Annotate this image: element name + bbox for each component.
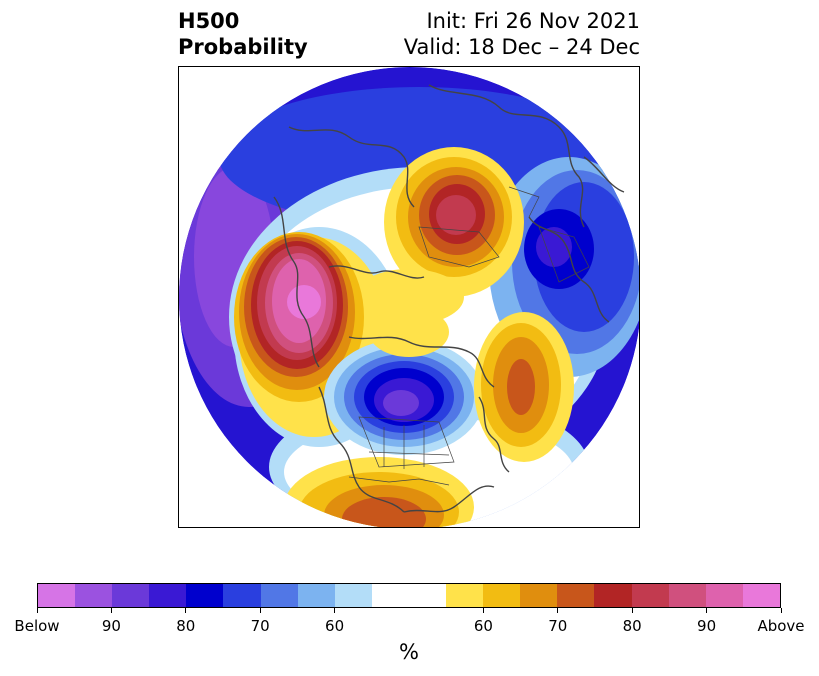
colorbar-tick-label: Below bbox=[14, 617, 60, 635]
colorbar-tick-label: 70 bbox=[250, 617, 270, 635]
chart-title: H500 Probability bbox=[178, 8, 308, 60]
colorbar-cell bbox=[483, 584, 521, 607]
colorbar-cell bbox=[446, 584, 484, 607]
colorbar-tick-label: 90 bbox=[101, 617, 121, 635]
colorbar-cell bbox=[408, 584, 447, 607]
colorbar-tick bbox=[482, 608, 484, 613]
colorbar-tick-label: 80 bbox=[622, 617, 642, 635]
colorbar-tick bbox=[334, 608, 336, 613]
colorbar-cell bbox=[223, 584, 261, 607]
colorbar-cell bbox=[742, 584, 780, 607]
colorbar-tick bbox=[631, 608, 633, 613]
colorbar-tick bbox=[36, 608, 38, 613]
valid-range: Valid: 18 Dec – 24 Dec bbox=[403, 35, 640, 59]
colorbar-cell bbox=[371, 584, 409, 607]
colorbar-tick bbox=[110, 608, 112, 613]
title-product: Probability bbox=[178, 35, 308, 59]
colorbar-tick bbox=[185, 608, 187, 613]
colorbar-tick bbox=[259, 608, 261, 613]
colorbar-tick bbox=[557, 608, 559, 613]
colorbar-tick bbox=[706, 608, 708, 613]
colorbar-cell bbox=[38, 584, 76, 607]
colorbar-cell bbox=[112, 584, 150, 607]
title-variable: H500 bbox=[178, 9, 240, 33]
borders bbox=[348, 186, 590, 486]
colorbar-cell bbox=[186, 584, 224, 607]
init-date: Init: Fri 26 Nov 2021 bbox=[426, 9, 640, 33]
colorbar-tick-label: 90 bbox=[697, 617, 717, 635]
colorbar-tick-label: Above bbox=[757, 617, 805, 635]
colorbar-tick-label: 60 bbox=[325, 617, 345, 635]
colorbar-tick-label: 80 bbox=[176, 617, 196, 635]
colorbar-cell bbox=[297, 584, 335, 607]
colorbar-tick bbox=[780, 608, 782, 613]
colorbar-cell bbox=[520, 584, 558, 607]
colorbar-cell bbox=[334, 584, 372, 607]
probability-map bbox=[178, 66, 640, 528]
colorbar bbox=[37, 583, 781, 608]
colorbar-cell bbox=[260, 584, 298, 607]
colorbar-cell bbox=[668, 584, 706, 607]
colorbar-cell bbox=[594, 584, 632, 607]
colorbar-tick-label: 70 bbox=[548, 617, 568, 635]
probability-field bbox=[179, 67, 639, 527]
colorbar-tick-label: 60 bbox=[473, 617, 493, 635]
colorbar-cell bbox=[557, 584, 595, 607]
colorbar-unit-label: % bbox=[399, 640, 419, 664]
polar-map bbox=[179, 67, 639, 527]
colorbar-cell bbox=[631, 584, 669, 607]
colorbar-cell bbox=[705, 584, 743, 607]
colorbar-cell bbox=[75, 584, 113, 607]
chart-subtitle: Init: Fri 26 Nov 2021 Valid: 18 Dec – 24… bbox=[404, 8, 640, 60]
colorbar-cell bbox=[149, 584, 187, 607]
